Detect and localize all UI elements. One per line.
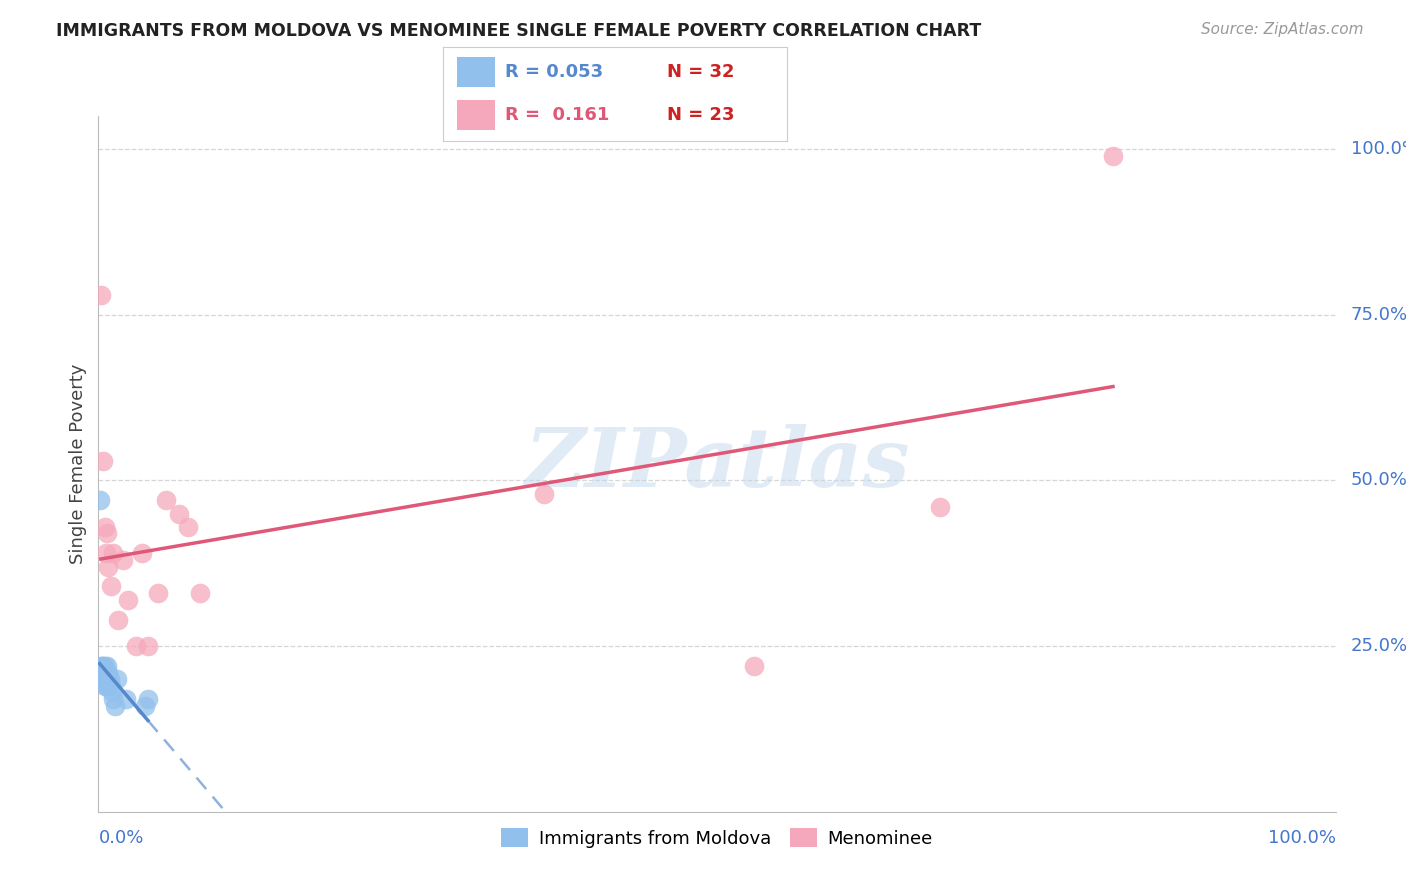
Point [103, 692, 125, 706]
Point [93, 453, 115, 467]
Point [89, 493, 111, 508]
Bar [457, 57, 495, 87]
Legend: Immigrants from Moldova, Menominee: Immigrants from Moldova, Menominee [494, 821, 941, 855]
Point [117, 592, 139, 607]
Point [93, 672, 115, 686]
Text: ZIPatlas: ZIPatlas [524, 424, 910, 504]
Point [96, 526, 118, 541]
Point [96, 665, 118, 680]
Point [96, 679, 118, 693]
Text: 100.0%: 100.0% [1268, 830, 1336, 847]
Point [96, 672, 118, 686]
Point [114, 692, 136, 706]
Point [90, 672, 112, 686]
Point [93, 520, 115, 534]
Point [103, 546, 125, 560]
Point [90, 288, 112, 302]
Point [105, 672, 128, 686]
Point [1102, 149, 1125, 163]
Text: N = 23: N = 23 [666, 106, 734, 124]
Point [91, 665, 114, 680]
Point [93, 672, 115, 686]
Text: 25.0%: 25.0% [1351, 637, 1406, 655]
Point [533, 486, 555, 500]
Point [94, 546, 117, 560]
Point [107, 613, 129, 627]
Text: 75.0%: 75.0% [1351, 306, 1406, 324]
Point [93, 679, 115, 693]
Point [134, 698, 156, 713]
Point [742, 659, 765, 673]
Point [93, 665, 115, 680]
Point [93, 672, 115, 686]
Point [94, 679, 117, 693]
Point [131, 546, 153, 560]
Point [93, 659, 115, 673]
Bar [457, 100, 495, 129]
Point [155, 493, 177, 508]
Text: 50.0%: 50.0% [1351, 471, 1406, 490]
Point [928, 500, 950, 514]
Point [91, 659, 114, 673]
Text: Source: ZipAtlas.com: Source: ZipAtlas.com [1201, 22, 1364, 37]
Point [94, 665, 117, 680]
Text: N = 32: N = 32 [666, 62, 734, 80]
Point [146, 586, 169, 600]
Text: 100.0%: 100.0% [1351, 140, 1406, 158]
Point [90, 659, 112, 673]
Point [97, 665, 120, 680]
Point [101, 685, 124, 699]
Point [188, 586, 211, 600]
Point [97, 672, 120, 686]
Point [112, 553, 135, 567]
Point [100, 579, 122, 593]
Point [103, 698, 125, 713]
Point [100, 679, 122, 693]
Point [94, 672, 117, 686]
Text: 0.0%: 0.0% [98, 830, 143, 847]
Text: IMMIGRANTS FROM MOLDOVA VS MENOMINEE SINGLE FEMALE POVERTY CORRELATION CHART: IMMIGRANTS FROM MOLDOVA VS MENOMINEE SIN… [56, 22, 981, 40]
Point [93, 659, 115, 673]
Y-axis label: Single Female Poverty: Single Female Poverty [69, 364, 87, 564]
Point [136, 692, 159, 706]
Point [91, 672, 114, 686]
Point [124, 639, 146, 653]
Point [96, 659, 118, 673]
Point [98, 672, 121, 686]
Text: R =  0.161: R = 0.161 [505, 106, 609, 124]
Point [97, 559, 120, 574]
Point [93, 665, 115, 680]
Point [167, 507, 190, 521]
Point [176, 520, 198, 534]
Text: R = 0.053: R = 0.053 [505, 62, 603, 80]
Point [136, 639, 159, 653]
